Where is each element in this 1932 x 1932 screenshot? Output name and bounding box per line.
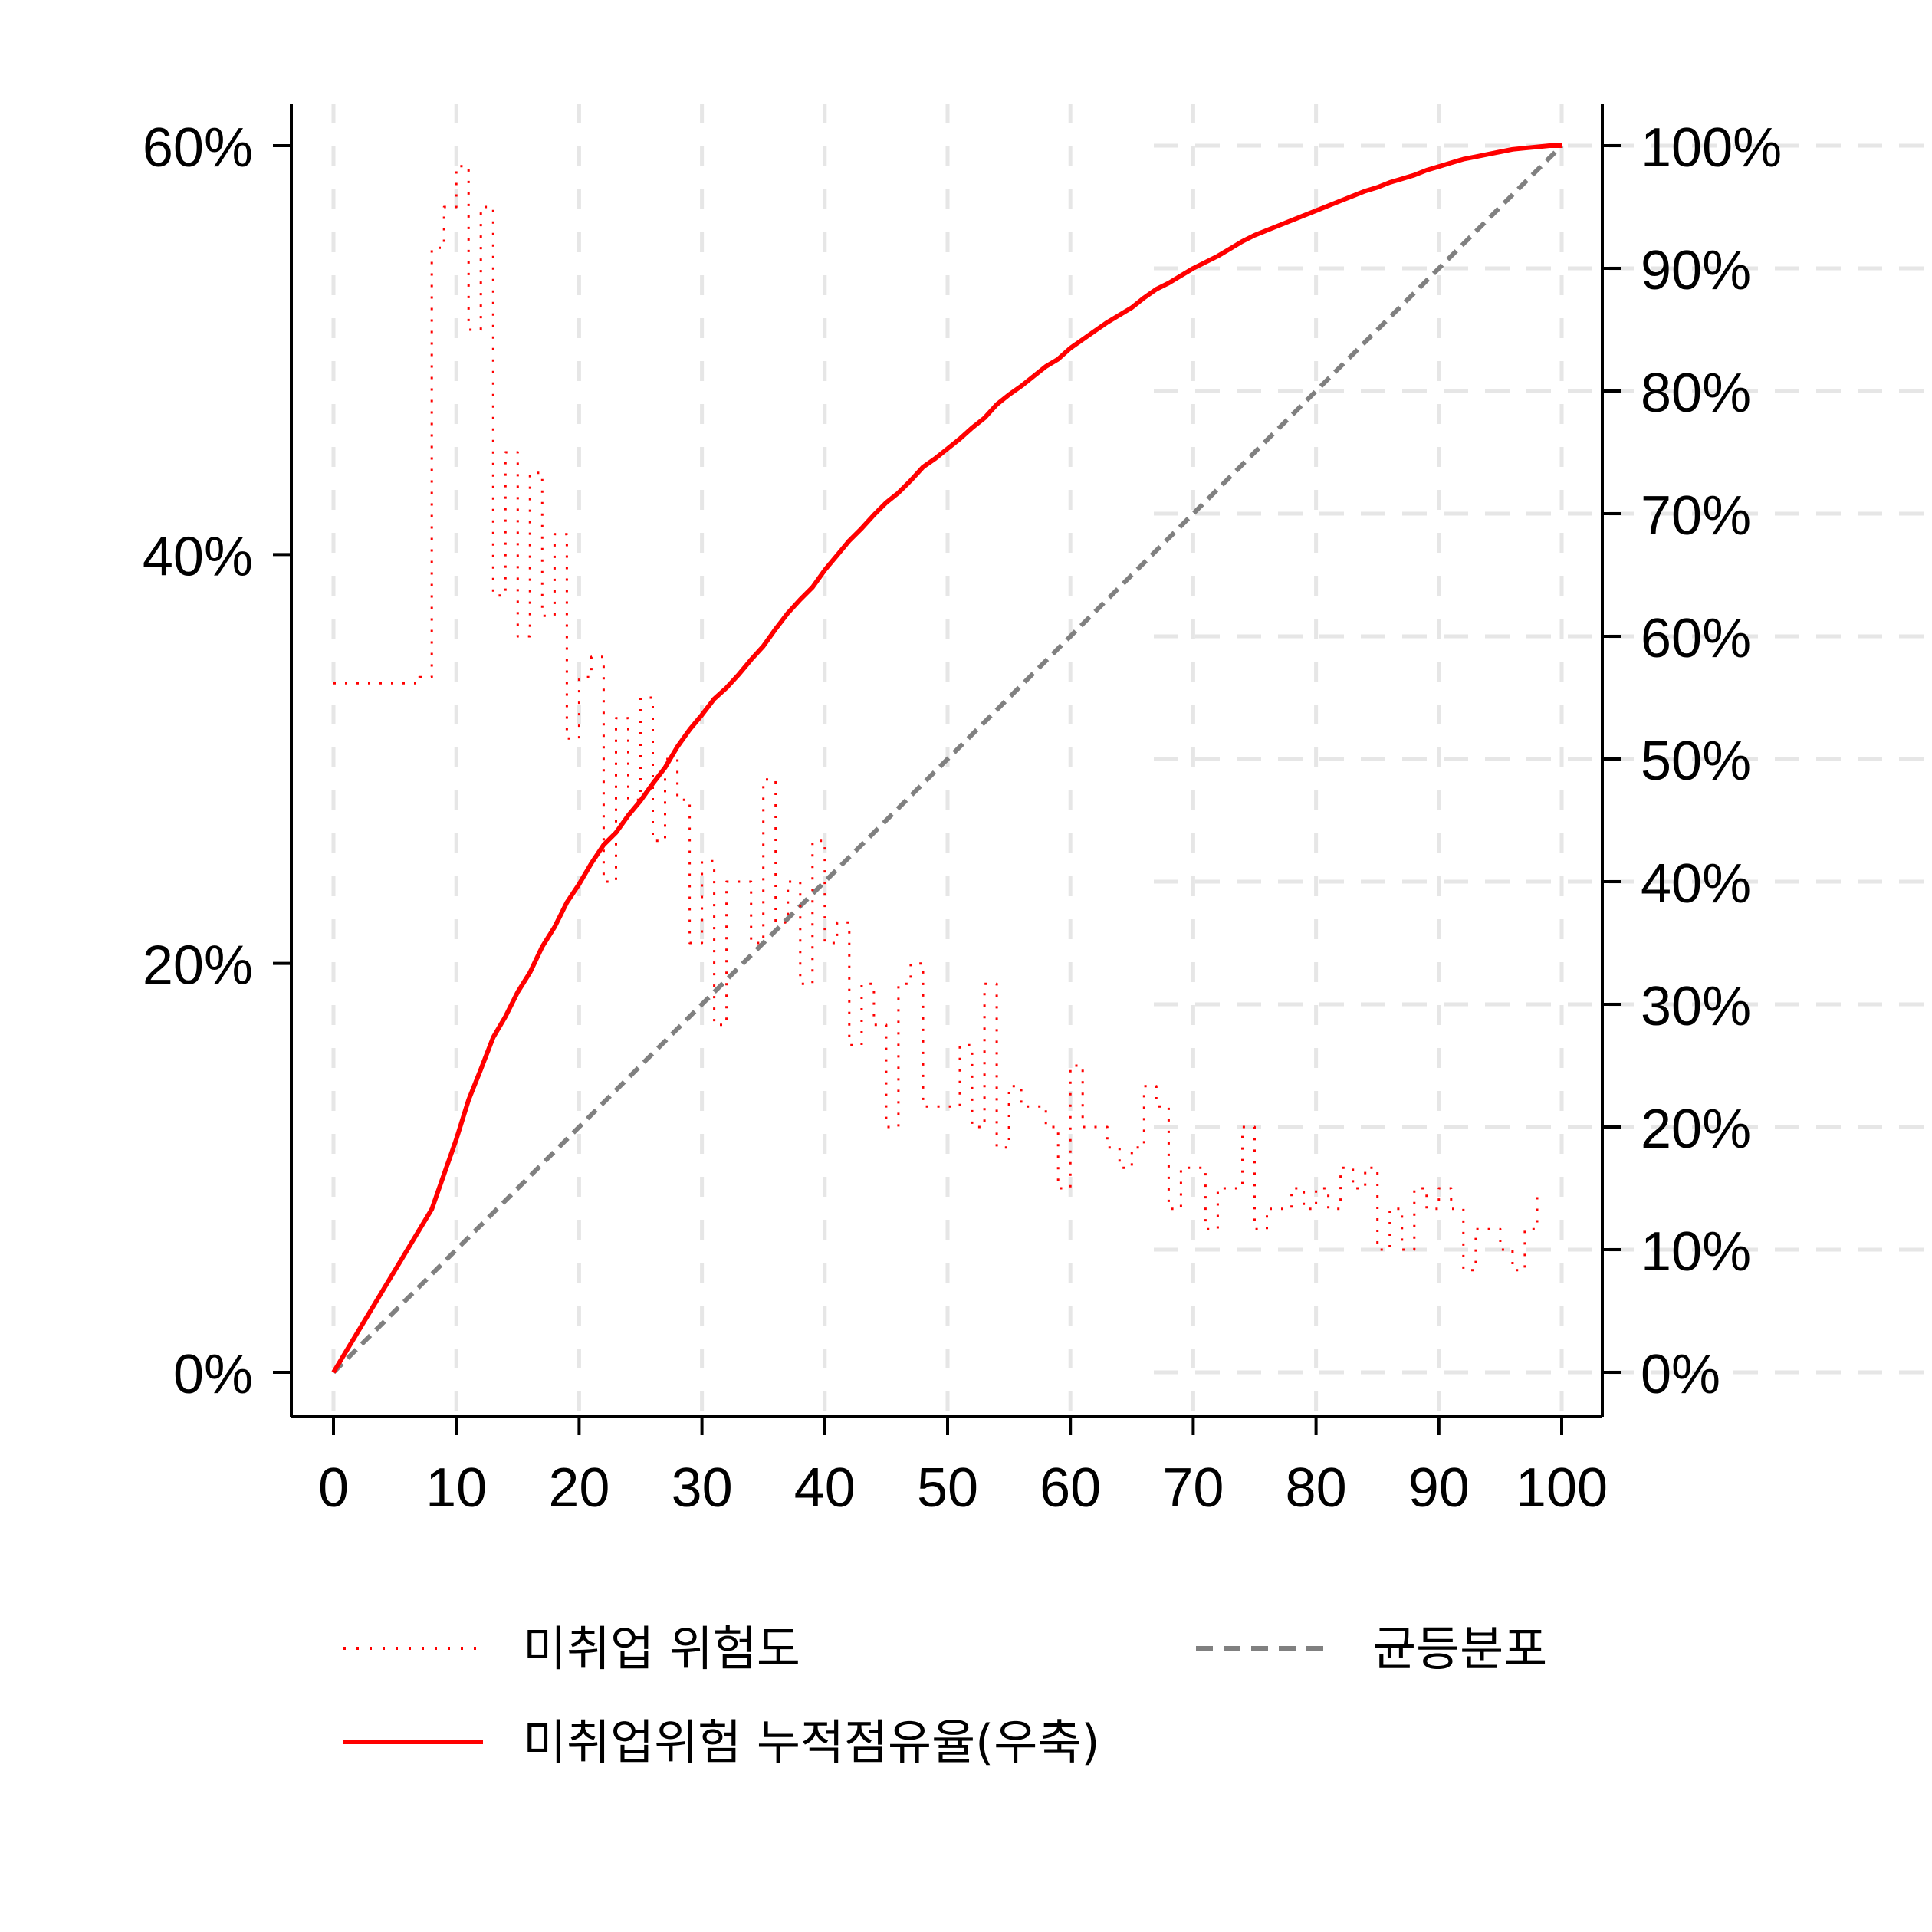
y-right-tick-label-3: 30% [1641, 976, 1751, 1037]
x-tick-label-70: 70 [1162, 1457, 1224, 1519]
legend-label-risk: 미취업 위험도 [523, 1621, 800, 1677]
x-tick-label-80: 80 [1286, 1457, 1347, 1519]
series-line-0 [334, 165, 1539, 1272]
legend-label-uniform: 균등분포 [1372, 1621, 1547, 1677]
y-left-tick-label-1: 20% [143, 935, 253, 997]
y-right-tick-label-5: 50% [1641, 731, 1751, 792]
y-left-tick-label-0: 0% [173, 1344, 253, 1405]
y-right-tick-label-7: 70% [1641, 485, 1751, 547]
x-tick-label-30: 30 [672, 1457, 733, 1519]
x-tick-label-90: 90 [1408, 1457, 1470, 1519]
x-tick-label-60: 60 [1040, 1457, 1101, 1519]
series-layer [331, 143, 1564, 1375]
x-tick-label-10: 10 [426, 1457, 487, 1519]
x-tick-label-40: 40 [794, 1457, 856, 1519]
y-left-tick-label-2: 40% [143, 526, 253, 587]
series-line-1 [331, 143, 1562, 1374]
legend-label-cumulative: 미취업위험 누적점유율(우축) [523, 1714, 1100, 1770]
x-tick-label-20: 20 [548, 1457, 610, 1519]
legend: 미취업 위험도 미취업위험 누적점유율(우축) 균등분포 [343, 1621, 1547, 1770]
y-right-tick-label-10: 100% [1641, 117, 1782, 179]
x-tick-label-50: 50 [917, 1457, 978, 1519]
series-line-2 [331, 143, 1564, 1375]
y-right-tick-label-6: 60% [1641, 608, 1751, 669]
grid-layer [331, 104, 1932, 1417]
y-right-tick-label-0: 0% [1641, 1344, 1720, 1405]
y-left-tick-label-3: 60% [143, 117, 253, 179]
y-right-tick-label-1: 10% [1641, 1221, 1751, 1283]
x-tick-label-0: 0 [318, 1457, 349, 1519]
ticks-layer: 0 10 20 30 40 50 60 70 80 90 100 0% 10% 20% 30% 40% 50% 6… [143, 117, 1782, 1519]
y-right-tick-label-4: 40% [1641, 853, 1751, 915]
y-right-tick-label-8: 80% [1641, 363, 1751, 424]
x-tick-label-100: 100 [1516, 1457, 1608, 1519]
y-right-tick-label-2: 20% [1641, 1099, 1751, 1160]
y-right-tick-label-9: 90% [1641, 240, 1751, 301]
